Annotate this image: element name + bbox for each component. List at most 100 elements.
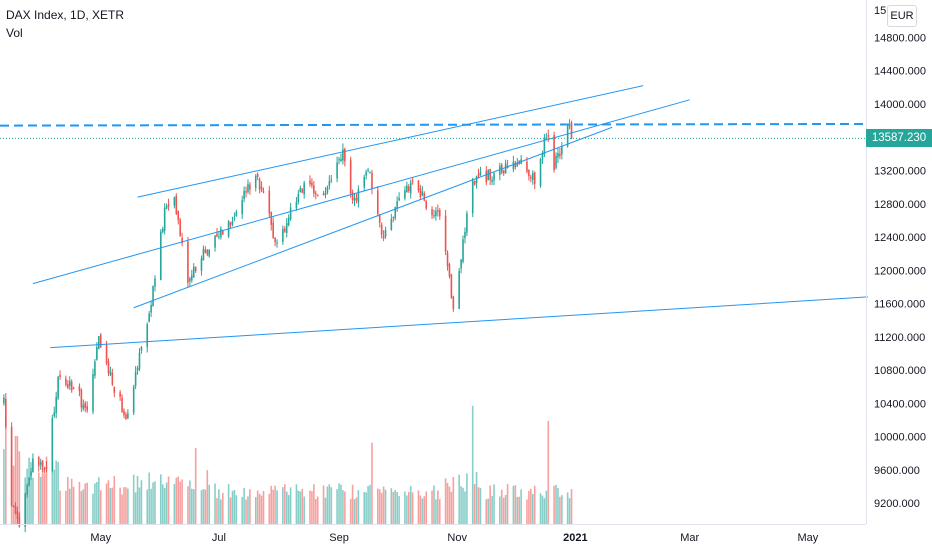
candle-body [380, 224, 383, 235]
volume-bar [353, 499, 356, 524]
volume-bar [276, 490, 278, 524]
volume-bar [218, 489, 220, 524]
volume-bar [466, 473, 468, 524]
candle-body [561, 145, 563, 155]
candle-body [200, 258, 203, 271]
candle-body [138, 352, 141, 370]
volume-bar [216, 498, 218, 524]
candle-body [235, 211, 238, 217]
volume-bar [14, 436, 17, 524]
volume-bar [208, 484, 211, 524]
candle-body [446, 252, 449, 266]
volume-bar [243, 487, 245, 524]
candle-body [214, 235, 216, 248]
candle-body [70, 381, 73, 391]
candle-body [119, 392, 121, 397]
candle-body [14, 506, 17, 514]
volume-bar [539, 493, 542, 524]
candle-body [204, 249, 207, 253]
volume-bar [295, 484, 298, 524]
candle-body [241, 200, 243, 215]
candle-body [301, 189, 304, 193]
candle-body [233, 217, 236, 220]
volume-bar [175, 477, 178, 524]
volume-bar [324, 497, 327, 524]
candle-body [504, 163, 507, 174]
candle-body [324, 192, 327, 196]
volume-bar [241, 496, 243, 524]
trendline-solid [137, 85, 644, 198]
volume-bar [194, 448, 197, 524]
volume-bar [32, 477, 34, 524]
volume-bar [68, 488, 71, 524]
candle-body [179, 219, 181, 236]
candle-body [165, 205, 168, 209]
volume-bar [78, 481, 81, 524]
volume-bar [342, 490, 344, 524]
volume-bar [326, 486, 329, 524]
volume-bar [500, 489, 503, 524]
volume-bar [313, 484, 315, 524]
volume-bar [504, 494, 507, 524]
symbol-title[interactable]: DAX Index, 1D, XETR [6, 8, 125, 22]
volume-bar [303, 496, 305, 524]
candle-body [268, 190, 271, 214]
volume-bar [382, 486, 385, 524]
volume-legend[interactable]: Vol [6, 26, 23, 40]
currency-button[interactable]: EUR [887, 5, 917, 27]
volume-bar [37, 472, 40, 524]
candle-body [311, 182, 313, 186]
candle-body [516, 162, 519, 166]
candle-body [351, 192, 354, 200]
volume-bar [531, 494, 534, 524]
candle-body [382, 235, 385, 238]
candle-body [398, 197, 400, 201]
candle-body [295, 202, 298, 209]
chart-legend: DAX Index, 1D, XETR Vol [6, 6, 124, 42]
volume-bar [177, 476, 180, 524]
candle-body [539, 159, 542, 187]
candle-body [45, 466, 48, 469]
candle-body [533, 172, 536, 184]
candle-body [175, 195, 178, 214]
price-tick-label: 14400.000 [874, 66, 926, 78]
volume-bar [398, 495, 400, 524]
price-tick-label-partial: 15 [874, 5, 886, 17]
candle-body [94, 361, 96, 376]
volume-bar [407, 491, 410, 524]
candle-body [276, 242, 278, 244]
volume-bar [247, 496, 249, 524]
volume-bar [547, 420, 550, 524]
volume-bar [396, 491, 398, 524]
volume-bar [45, 456, 48, 524]
volume-bar [12, 465, 15, 524]
volume-bar [154, 481, 156, 524]
volume-bar [301, 488, 304, 524]
candle-body [26, 485, 28, 495]
volume-bar [127, 488, 129, 524]
trendlines-layer [0, 85, 868, 349]
volume-bar [43, 473, 46, 524]
price-tick-label: 12400.000 [874, 232, 926, 244]
volume-bar [82, 489, 85, 524]
candle-body [41, 460, 44, 467]
volume-bar [30, 462, 32, 524]
volume-bar [231, 490, 234, 524]
candle-body [479, 171, 482, 176]
candle-body [530, 176, 532, 179]
volume-bar [272, 489, 274, 524]
volume-bar [111, 487, 114, 524]
candle-body [78, 386, 81, 391]
candle-body [146, 324, 149, 348]
volume-bar [16, 435, 19, 524]
candle-body [396, 201, 398, 209]
volume-bar [309, 490, 311, 524]
volume-bar [121, 494, 123, 524]
candle-body [163, 207, 166, 231]
volume-bar [477, 487, 480, 524]
volume-bar [518, 496, 521, 524]
candle-body [32, 458, 34, 473]
candle-body [134, 371, 137, 387]
